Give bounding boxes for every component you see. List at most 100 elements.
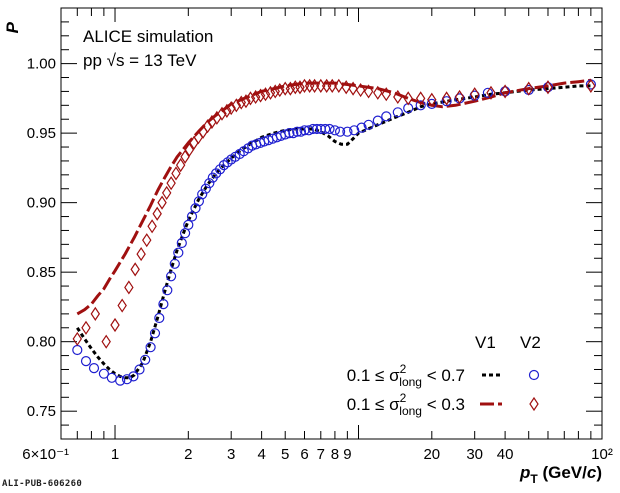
y-axis-title: P bbox=[3, 21, 22, 33]
x-tick-label: 6 bbox=[300, 446, 308, 463]
legend-row2-post: < 0.3 bbox=[422, 395, 465, 414]
data-point-circle bbox=[392, 107, 403, 118]
data-point-diamond bbox=[355, 82, 366, 98]
data-point-diamond bbox=[110, 317, 120, 333]
x-axis-ticks: 6×10⁻¹ 1 2 3 4 5 6 7 8 9 20 30 40 10² bbox=[22, 8, 613, 463]
y-tick-label: 0.90 bbox=[27, 195, 56, 212]
data-point-diamond bbox=[180, 149, 190, 164]
legend-label-row1: 0.1 ≤ σ2 long < 0.7 bbox=[347, 362, 465, 389]
x-tick-label: 9 bbox=[343, 446, 351, 463]
data-point-circle bbox=[292, 126, 303, 137]
data-point-diamond bbox=[265, 85, 276, 100]
data-point-diamond bbox=[222, 103, 232, 118]
data-point-circle bbox=[140, 354, 151, 365]
data-point-circle bbox=[303, 125, 314, 136]
data-point-diamond bbox=[523, 81, 534, 96]
x-tick-label: 10² bbox=[591, 446, 613, 463]
y-tick-label: 0.75 bbox=[27, 403, 56, 420]
data-point-circle bbox=[381, 111, 392, 122]
data-point-circle bbox=[158, 299, 169, 310]
data-point-diamond bbox=[255, 88, 266, 103]
data-point-diamond bbox=[334, 78, 344, 93]
series-4 bbox=[72, 78, 596, 349]
x-tick-label: 1 bbox=[111, 446, 119, 463]
series-layer bbox=[72, 78, 597, 386]
data-point-circle bbox=[145, 342, 156, 353]
data-point-diamond bbox=[202, 119, 213, 134]
data-point-circle bbox=[88, 363, 100, 374]
data-point-circle bbox=[349, 125, 360, 136]
x-title-sub: T bbox=[530, 472, 538, 486]
data-point-circle bbox=[80, 356, 92, 367]
data-point-diamond bbox=[72, 331, 83, 346]
data-point-diamond bbox=[285, 81, 296, 96]
data-point-circle bbox=[284, 128, 295, 139]
data-point-diamond bbox=[469, 87, 480, 102]
data-point-diamond bbox=[381, 87, 391, 102]
data-point-diamond bbox=[270, 84, 280, 99]
x-axis-title: pT (GeV/c) bbox=[519, 463, 602, 486]
data-point-diamond bbox=[454, 89, 465, 105]
data-point-diamond bbox=[309, 78, 320, 93]
data-point-diamond bbox=[393, 89, 403, 105]
x-tick-label: 4 bbox=[257, 446, 265, 463]
legend-row1-sup: 2 bbox=[400, 362, 407, 376]
data-point-circle bbox=[72, 344, 83, 356]
y-tick-label: 0.80 bbox=[27, 334, 56, 351]
data-point-diamond bbox=[217, 106, 227, 121]
data-point-diamond bbox=[226, 101, 236, 116]
data-point-diamond bbox=[241, 94, 251, 109]
data-point-diamond bbox=[171, 166, 181, 181]
data-point-circle bbox=[98, 368, 110, 379]
legend-swatch-row2-v2 bbox=[529, 396, 539, 412]
data-point-diamond bbox=[363, 84, 374, 99]
data-point-diamond bbox=[500, 84, 510, 99]
data-point-circle bbox=[222, 157, 233, 168]
data-point-circle bbox=[169, 258, 180, 269]
x-tick-label: 6×10⁻¹ bbox=[22, 446, 69, 463]
x-title-unit-post: ) bbox=[596, 463, 602, 482]
data-point-circle bbox=[280, 129, 291, 140]
data-point-diamond bbox=[275, 82, 285, 98]
data-point-diamond bbox=[161, 185, 172, 200]
plot-frame bbox=[60, 7, 603, 440]
legend-row2-pre: 0.1 ≤ σ bbox=[347, 395, 400, 414]
data-point-circle bbox=[200, 183, 211, 194]
data-point-diamond bbox=[250, 89, 261, 105]
figure-reference-tag: ALI-PUB-606260 bbox=[2, 479, 83, 489]
data-point-diamond bbox=[586, 78, 596, 93]
x-tick-label: 5 bbox=[281, 446, 289, 463]
legend-row2-sub: long bbox=[399, 404, 422, 418]
data-point-diamond bbox=[348, 81, 358, 96]
data-point-circle bbox=[183, 219, 194, 230]
data-point-circle bbox=[311, 123, 322, 135]
data-point-circle bbox=[482, 87, 493, 98]
data-point-circle bbox=[363, 119, 374, 130]
x-title-unit-pre: (GeV/ bbox=[542, 463, 587, 482]
data-point-circle bbox=[121, 374, 133, 385]
data-point-diamond bbox=[260, 87, 271, 102]
data-point-diamond bbox=[543, 80, 553, 95]
data-point-diamond bbox=[166, 176, 176, 191]
data-point-circle bbox=[176, 237, 187, 249]
data-point-diamond bbox=[124, 280, 134, 295]
data-point-circle bbox=[128, 371, 139, 382]
x-tick-label: 7 bbox=[317, 446, 325, 463]
series-line bbox=[76, 78, 592, 316]
data-point-circle bbox=[426, 98, 437, 110]
legend-swatch-row1-v2 bbox=[528, 369, 540, 381]
data-point-circle bbox=[204, 178, 215, 189]
y-axis-ticks: 0.75 0.80 0.85 0.90 0.95 1.00 bbox=[27, 7, 602, 440]
data-point-circle bbox=[307, 123, 319, 135]
data-point-diamond bbox=[184, 142, 195, 157]
legend-header-v1: V1 bbox=[475, 333, 496, 352]
data-point-circle bbox=[173, 247, 184, 258]
data-point-diamond bbox=[441, 91, 452, 106]
data-point-circle bbox=[415, 100, 426, 111]
data-point-diamond bbox=[90, 306, 101, 321]
data-point-diamond bbox=[152, 206, 162, 221]
legend-row1-post: < 0.7 bbox=[422, 366, 465, 385]
data-point-circle bbox=[154, 312, 165, 324]
data-point-diamond bbox=[373, 85, 383, 100]
